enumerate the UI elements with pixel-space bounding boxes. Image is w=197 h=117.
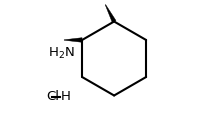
Text: Cl: Cl — [46, 90, 59, 103]
Polygon shape — [105, 5, 116, 22]
Text: H: H — [61, 90, 71, 103]
Polygon shape — [64, 38, 82, 42]
Text: H$_2$N: H$_2$N — [48, 46, 75, 61]
